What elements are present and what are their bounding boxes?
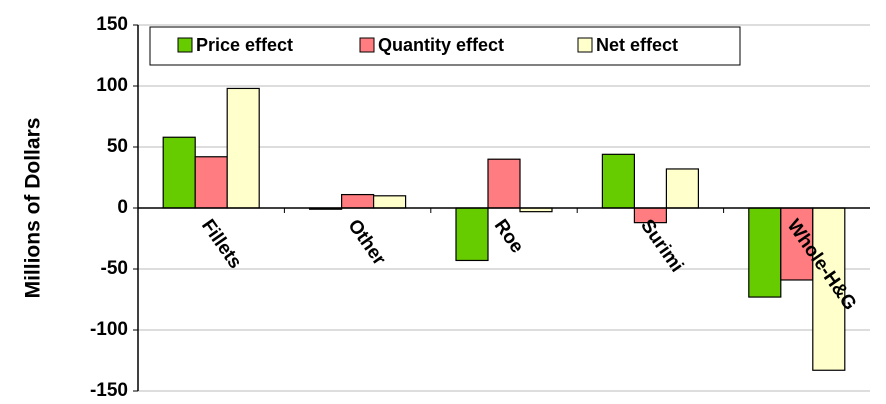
y-tick-label: 150: [96, 14, 128, 35]
bar: [194, 156, 228, 209]
legend-swatch: [577, 37, 593, 53]
y-tick-label: 50: [107, 136, 128, 157]
legend-swatch: [359, 37, 375, 53]
bar: [341, 193, 375, 209]
bar: [487, 158, 521, 209]
y-tick-label: -50: [101, 258, 128, 279]
legend-label: Price effect: [196, 35, 293, 55]
x-tick-label: Fillets: [197, 216, 246, 273]
bar: [665, 168, 700, 209]
y-axis-label: Millions of Dollars: [22, 118, 45, 299]
bar: [226, 87, 260, 209]
x-tick-label: Roe: [490, 216, 528, 257]
legend-label: Quantity effect: [378, 35, 504, 55]
legend-box: [149, 26, 741, 66]
y-tick-label: -150: [90, 380, 128, 401]
y-tick-label: 0: [117, 197, 128, 218]
y-tick-label: 100: [96, 75, 128, 96]
legend-swatch: [177, 37, 193, 53]
legend-label: Net effect: [596, 35, 678, 55]
bar: [162, 136, 196, 209]
bar: [812, 207, 846, 371]
bar: [780, 207, 814, 281]
x-tick-label: Surimi: [636, 216, 687, 276]
bar: [373, 195, 407, 209]
x-tick-label: Other: [343, 216, 390, 270]
bar: [455, 207, 489, 262]
bar: [748, 207, 782, 298]
bar: [601, 153, 636, 209]
y-tick-label: -100: [90, 319, 128, 340]
